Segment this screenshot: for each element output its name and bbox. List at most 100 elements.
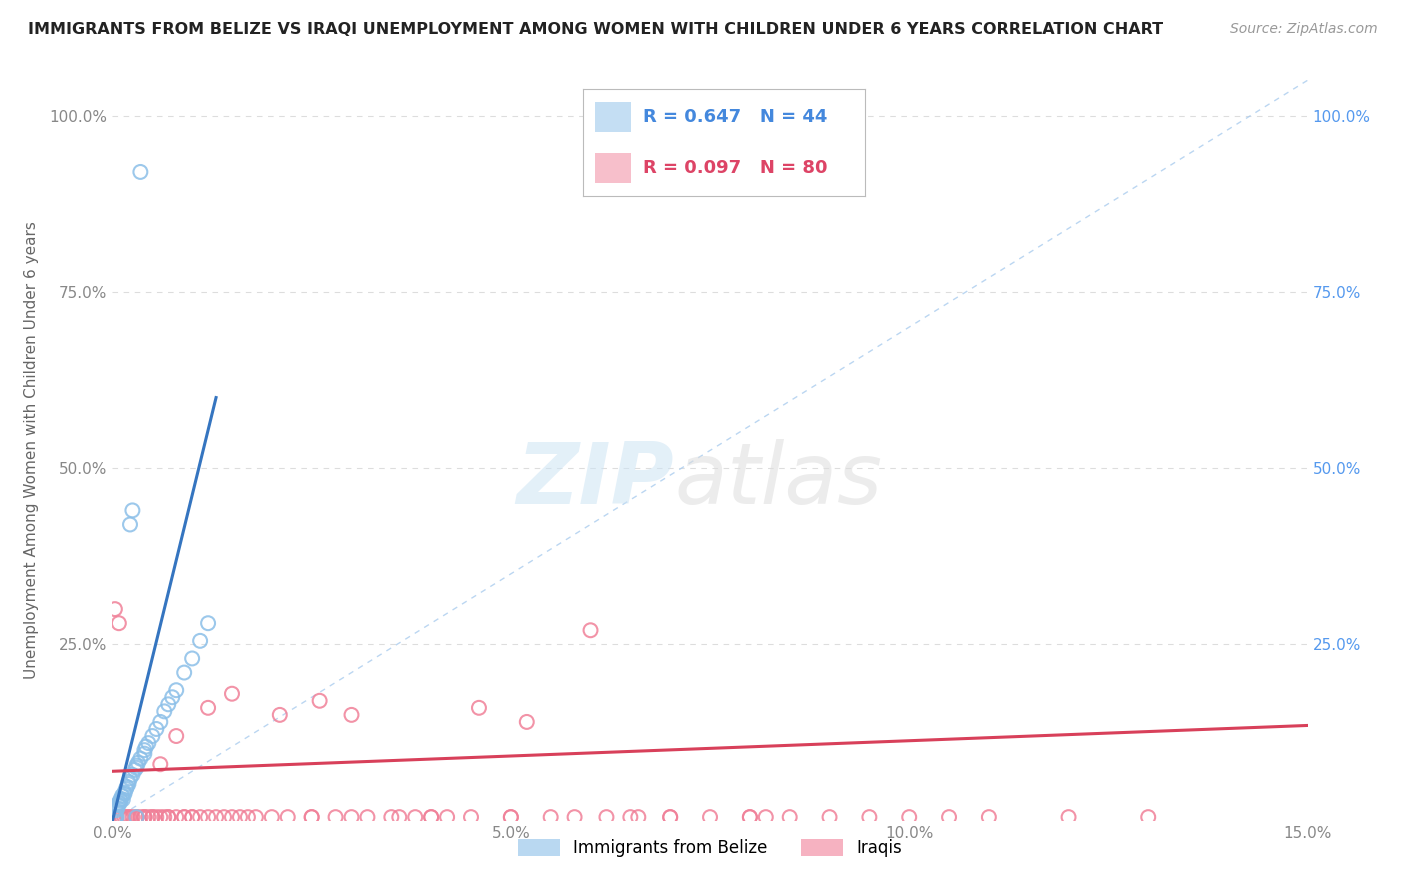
Text: R = 0.097   N = 80: R = 0.097 N = 80 <box>643 160 827 178</box>
Point <box>111 810 134 824</box>
Point <box>134 810 156 824</box>
Point <box>699 810 721 824</box>
Point <box>138 736 160 750</box>
Point <box>1137 810 1160 824</box>
Point <box>221 810 243 824</box>
Point <box>564 810 586 824</box>
Point <box>165 729 187 743</box>
Point <box>212 810 235 824</box>
Point <box>135 739 157 754</box>
Point <box>755 810 778 824</box>
Text: IMMIGRANTS FROM BELIZE VS IRAQI UNEMPLOYMENT AMONG WOMEN WITH CHILDREN UNDER 6 Y: IMMIGRANTS FROM BELIZE VS IRAQI UNEMPLOY… <box>28 22 1163 37</box>
Point <box>105 803 128 817</box>
Point <box>173 810 195 824</box>
Point <box>380 810 402 824</box>
Point <box>105 810 128 824</box>
Point <box>738 810 761 824</box>
Point <box>619 810 641 824</box>
Point <box>117 810 139 824</box>
Point <box>114 810 135 824</box>
Point <box>149 810 172 824</box>
Point <box>114 787 135 801</box>
Point <box>738 810 761 824</box>
Point <box>165 683 187 698</box>
Point <box>308 694 330 708</box>
Point <box>540 810 562 824</box>
Y-axis label: Unemployment Among Women with Children Under 6 years: Unemployment Among Women with Children U… <box>24 221 38 680</box>
Point <box>404 810 426 824</box>
Point <box>110 794 132 808</box>
Point <box>108 616 131 631</box>
Point <box>118 517 141 532</box>
Point <box>134 743 156 757</box>
Point <box>121 503 143 517</box>
Point <box>125 761 148 775</box>
Point <box>436 810 458 824</box>
Point <box>115 781 138 796</box>
Point <box>977 810 1000 824</box>
Point <box>129 165 152 179</box>
Point <box>197 616 219 631</box>
Point <box>181 810 204 824</box>
Point <box>245 810 267 824</box>
Text: R = 0.647   N = 44: R = 0.647 N = 44 <box>643 108 827 126</box>
Point <box>134 810 156 824</box>
Point <box>173 665 195 680</box>
Point <box>124 763 146 777</box>
Point <box>115 810 138 824</box>
Point <box>157 810 180 824</box>
Point <box>659 810 682 824</box>
Point <box>111 792 134 806</box>
Point <box>129 810 152 824</box>
Text: atlas: atlas <box>675 439 882 522</box>
Point <box>118 810 141 824</box>
Legend: Immigrants from Belize, Iraqis: Immigrants from Belize, Iraqis <box>512 832 908 864</box>
Point <box>134 747 156 761</box>
Point <box>898 810 921 824</box>
Point <box>460 810 482 824</box>
Point <box>499 810 522 824</box>
Point <box>108 796 131 810</box>
Point <box>141 729 163 743</box>
Point <box>388 810 411 824</box>
Point <box>125 810 148 824</box>
Point <box>110 810 132 824</box>
Point <box>104 810 127 824</box>
Point <box>117 777 139 791</box>
Point <box>138 810 160 824</box>
Text: Source: ZipAtlas.com: Source: ZipAtlas.com <box>1230 22 1378 37</box>
Point <box>141 810 163 824</box>
Point <box>173 810 195 824</box>
Point <box>1057 810 1080 824</box>
Point <box>221 687 243 701</box>
Point <box>145 810 167 824</box>
Point <box>149 757 172 772</box>
Point <box>141 810 163 824</box>
Point <box>104 602 127 616</box>
Point <box>277 810 299 824</box>
Point <box>153 810 176 824</box>
Point <box>118 772 141 786</box>
Point <box>858 810 880 824</box>
Point <box>229 810 252 824</box>
Point <box>110 792 132 806</box>
Point <box>145 722 167 736</box>
Point <box>121 810 143 824</box>
Point <box>420 810 443 824</box>
Point <box>356 810 378 824</box>
Point <box>129 751 152 765</box>
Point <box>340 810 363 824</box>
Point <box>301 810 323 824</box>
Point <box>107 798 129 813</box>
Point <box>499 810 522 824</box>
Point <box>114 785 135 799</box>
Point <box>115 780 138 794</box>
Point <box>579 624 602 638</box>
Point <box>236 810 259 824</box>
Point <box>260 810 283 824</box>
Point <box>340 707 363 722</box>
Point <box>104 810 127 824</box>
Point <box>125 810 148 824</box>
Point <box>938 810 960 824</box>
Point <box>162 690 183 705</box>
